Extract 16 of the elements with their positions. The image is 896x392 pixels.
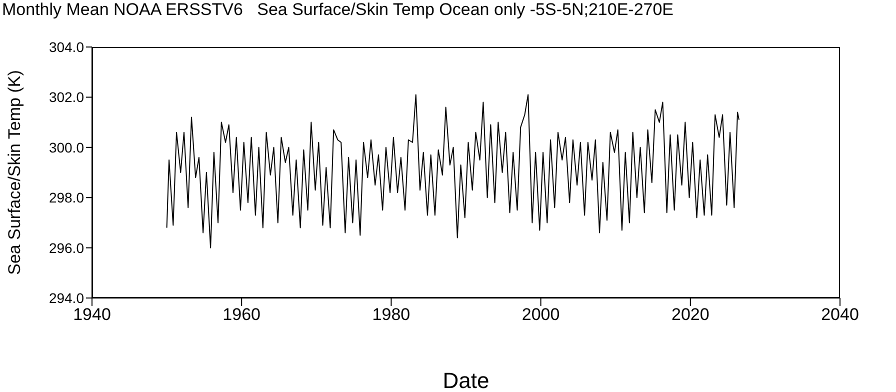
x-tick-label: 1980 bbox=[372, 305, 410, 324]
x-tick-label: 2040 bbox=[821, 305, 859, 324]
x-tick-label: 2000 bbox=[522, 305, 560, 324]
y-tick-label: 296.0 bbox=[48, 240, 84, 256]
y-tick-label: 294.0 bbox=[48, 290, 84, 306]
y-axis-title: Sea Surface/Skin Temp (K) bbox=[5, 70, 24, 275]
line-series bbox=[166, 94, 740, 248]
x-tick-label: 2020 bbox=[671, 305, 710, 324]
y-tick-label: 300.0 bbox=[48, 139, 84, 156]
y-tick-label: 304.0 bbox=[48, 38, 84, 55]
y-tick-label: 298.0 bbox=[48, 190, 84, 206]
x-tick-label: 1960 bbox=[222, 305, 261, 324]
x-axis-title: Date bbox=[442, 368, 490, 392]
y-tick-label: 302.0 bbox=[48, 89, 84, 106]
chart-title: Monthly Mean NOAA ERSSTV6 Sea Surface/Skin Temp Ocean only -5S-5N;210E-270E bbox=[2, 0, 674, 20]
x-tick-label: 1940 bbox=[73, 305, 111, 324]
